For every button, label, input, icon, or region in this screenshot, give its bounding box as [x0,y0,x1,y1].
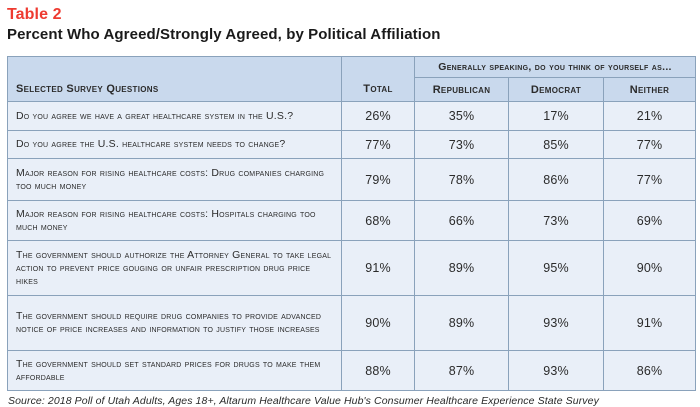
republican-cell: 78% [414,158,509,201]
neither-cell: 69% [603,200,696,241]
total-column-header: Total [341,56,415,102]
header-row-group: Selected Survey Questions Total Generall… [7,56,696,102]
total-cell: 79% [341,158,415,201]
table-row: Major reason for rising healthcare costs… [7,200,696,241]
table-header: Selected Survey Questions Total Generall… [7,56,696,102]
neither-cell: 91% [603,295,696,351]
republican-cell: 66% [414,200,509,241]
question-cell: The government should require drug compa… [7,295,342,351]
neither-cell: 77% [603,130,696,159]
neither-cell: 77% [603,158,696,201]
total-cell: 91% [341,240,415,296]
democrat-cell: 73% [508,200,604,241]
democrat-column-header: Democrat [508,77,604,102]
question-cell: Do you agree the U.S. healthcare system … [7,130,342,159]
republican-cell: 89% [414,240,509,296]
page-title: Percent Who Agreed/Strongly Agreed, by P… [7,26,441,43]
republican-cell: 35% [414,101,509,131]
democrat-cell: 86% [508,158,604,201]
total-cell: 90% [341,295,415,351]
republican-cell: 73% [414,130,509,159]
total-cell: 26% [341,101,415,131]
table-number-label: Table 2 [7,6,62,23]
democrat-cell: 17% [508,101,604,131]
table-row: Do you agree we have a great healthcare … [7,101,696,131]
republican-cell: 87% [414,350,509,391]
neither-cell: 86% [603,350,696,391]
democrat-cell: 93% [508,295,604,351]
total-cell: 77% [341,130,415,159]
republican-column-header: Republican [414,77,509,102]
source-note: Source: 2018 Poll of Utah Adults, Ages 1… [8,395,599,407]
total-cell: 88% [341,350,415,391]
question-cell: Major reason for rising healthcare costs… [7,200,342,241]
neither-cell: 90% [603,240,696,296]
question-cell: Do you agree we have a great healthcare … [7,101,342,131]
total-cell: 68% [341,200,415,241]
table-row: The government should set standard price… [7,350,696,391]
neither-cell: 21% [603,101,696,131]
table-row: Do you agree the U.S. healthcare system … [7,130,696,159]
header-row-parties: Republican Democrat Neither [8,77,696,102]
table-row: Major reason for rising healthcare costs… [7,158,696,201]
survey-results-table: Selected Survey Questions Total Generall… [7,56,696,391]
democrat-cell: 93% [508,350,604,391]
neither-column-header: Neither [603,77,696,102]
democrat-cell: 95% [508,240,604,296]
table-row: The government should require drug compa… [7,295,696,351]
democrat-cell: 85% [508,130,604,159]
affiliation-group-header: Generally speaking, do you think of your… [414,56,696,78]
table-row: The government should authorize the Atto… [7,240,696,296]
question-cell: The government should authorize the Atto… [7,240,342,296]
question-cell: The government should set standard price… [7,350,342,391]
table-body: Do you agree we have a great healthcare … [7,101,696,391]
republican-cell: 89% [414,295,509,351]
questions-column-header: Selected Survey Questions [7,56,342,102]
question-cell: Major reason for rising healthcare costs… [7,158,342,201]
